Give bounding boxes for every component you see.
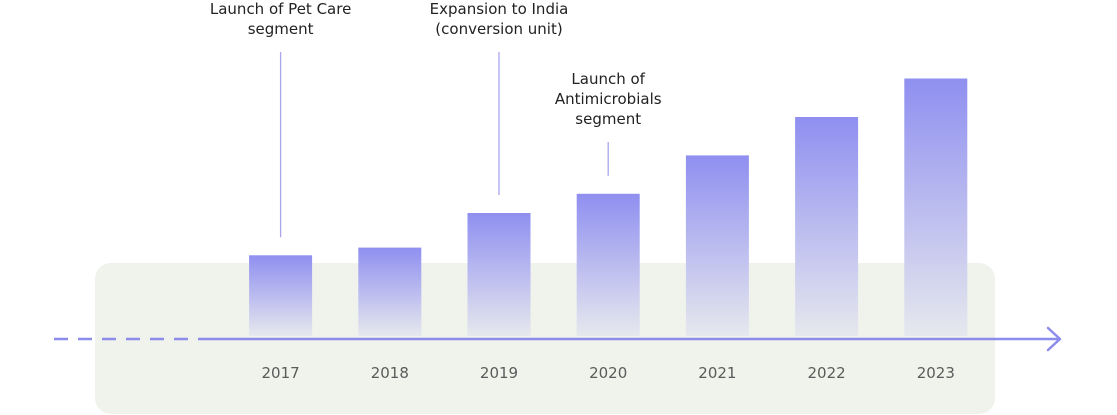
annotation-text-2019-1: Expansion to India [430,0,569,18]
annotation-2020: Launch of Antimicrobials segment [555,70,662,176]
bar-2018 [358,247,422,336]
annotation-text-2017-1: Launch of Pet Care [210,0,351,18]
bar-2021 [685,155,749,336]
year-label-2017: 2017 [262,364,300,382]
bar-2020 [576,193,640,336]
annotation-text-2019-2: (conversion unit) [435,20,562,38]
annotation-text-2020-3: segment [575,110,641,128]
year-label-2022: 2022 [808,364,846,382]
year-label-2021: 2021 [698,364,736,382]
year-label-2020: 2020 [589,364,627,382]
axis-arrow-icon [1046,326,1062,352]
annotation-2017: Launch of Pet Care segment [210,0,351,238]
year-label-2018: 2018 [371,364,409,382]
year-label-2023: 2023 [917,364,955,382]
year-label-2019: 2019 [480,364,518,382]
year-labels: 2017 2018 2019 2020 2021 2022 2023 [262,364,955,382]
annotation-text-2020-2: Antimicrobials [555,90,662,108]
timeline-axis [54,326,1062,352]
bar-2019 [467,213,531,336]
bar-2022 [795,117,859,336]
bar-2023 [904,78,968,336]
bars-layer [249,78,968,336]
annotations-layer: Launch of Pet Care segment Expansion to In… [210,0,662,238]
annotation-text-2020-1: Launch of [571,70,645,88]
bar-2017 [249,255,313,336]
annotation-text-2017-2: segment [248,20,314,38]
annotation-2019: Expansion to India (conversion unit) [430,0,569,195]
